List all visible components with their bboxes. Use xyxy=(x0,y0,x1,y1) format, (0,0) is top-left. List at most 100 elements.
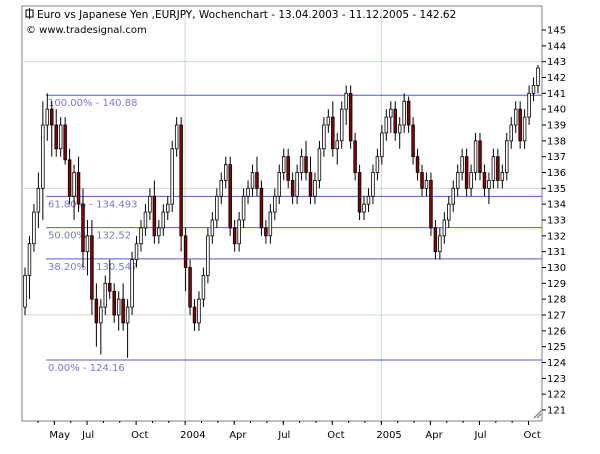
candle-body xyxy=(522,116,527,142)
candle-body xyxy=(125,306,130,324)
candle-body xyxy=(415,156,420,173)
candle xyxy=(509,117,513,149)
x-tick-label: 2004 xyxy=(180,430,205,441)
candle xyxy=(41,101,45,220)
candle xyxy=(464,148,469,197)
candle xyxy=(268,204,273,244)
candle-body xyxy=(161,211,166,229)
candle-body xyxy=(331,116,335,150)
candle-body xyxy=(192,306,197,324)
candle xyxy=(277,164,282,205)
candle-body xyxy=(45,108,50,126)
candle xyxy=(527,85,531,125)
candle xyxy=(299,148,304,181)
y-tick-label: 136 xyxy=(547,168,566,179)
candle xyxy=(121,283,125,331)
candle-body xyxy=(366,195,371,205)
candle xyxy=(192,299,197,331)
candle-body xyxy=(375,156,380,173)
candle xyxy=(188,259,192,315)
x-tick-label: Jul xyxy=(473,430,486,441)
candle xyxy=(224,156,228,189)
candle xyxy=(460,148,464,181)
candle-body xyxy=(76,172,81,205)
y-tick-label: 144 xyxy=(547,41,566,52)
candle-body xyxy=(27,243,32,276)
candle xyxy=(500,164,505,189)
candle-body xyxy=(290,180,295,197)
fibonacci-label: 61.80% - 134.493 xyxy=(48,199,137,210)
candle xyxy=(58,117,63,157)
candle xyxy=(99,299,103,355)
y-axis: 121 122 123 124 125 126 127 128 129 130 131 132 133 1… xyxy=(541,6,566,421)
candle xyxy=(482,164,487,197)
candle-body xyxy=(112,290,116,316)
candle-body xyxy=(536,67,540,86)
candle xyxy=(170,140,174,213)
x-tick-label: Oct xyxy=(327,430,344,441)
candle-body xyxy=(393,108,397,134)
candle-body xyxy=(304,156,308,173)
candle-body xyxy=(219,180,224,197)
x-tick-label: Jul xyxy=(81,430,94,441)
candle-body xyxy=(326,116,331,126)
candle xyxy=(397,117,402,149)
candle xyxy=(157,220,161,244)
candle-body xyxy=(224,164,228,181)
candle-body xyxy=(339,108,344,142)
candle-body xyxy=(264,227,268,237)
candle xyxy=(339,101,344,149)
candle-body xyxy=(143,211,148,229)
x-tick-label: Apr xyxy=(425,430,443,441)
candle-body xyxy=(116,298,121,316)
y-tick-label: 130 xyxy=(547,263,566,274)
candle-body xyxy=(121,298,125,324)
candle xyxy=(148,188,152,220)
candle xyxy=(406,96,411,133)
y-tick-label: 132 xyxy=(547,231,566,242)
candle-body xyxy=(166,203,170,213)
candle xyxy=(380,125,384,165)
y-tick-label: 133 xyxy=(547,216,566,227)
candle-body xyxy=(179,124,183,237)
candle xyxy=(331,101,335,157)
y-tick-label: 122 xyxy=(547,390,566,401)
candle xyxy=(259,180,264,236)
resize-corner-icon[interactable] xyxy=(533,410,542,419)
candle-body xyxy=(487,180,491,189)
candle-body xyxy=(460,156,464,173)
candle-body xyxy=(197,298,201,324)
candle xyxy=(424,172,429,197)
candle-body xyxy=(134,243,139,260)
candle-body xyxy=(406,100,411,126)
candle-body xyxy=(478,140,482,173)
candle xyxy=(438,227,442,260)
candle-body xyxy=(353,140,357,173)
y-tick-label: 129 xyxy=(547,279,566,290)
candle-body xyxy=(286,156,290,181)
x-tick-label: May xyxy=(49,430,70,441)
y-tick-label: 131 xyxy=(547,247,566,258)
candle xyxy=(531,77,536,102)
candle xyxy=(206,227,210,284)
y-tick-label: 121 xyxy=(547,406,566,417)
candle xyxy=(335,132,339,165)
x-tick-label: 2005 xyxy=(376,430,401,441)
candle xyxy=(67,148,72,205)
candle-body xyxy=(94,298,99,324)
candle xyxy=(415,148,420,181)
x-tick-label: Oct xyxy=(524,430,541,441)
candle-body xyxy=(509,124,513,142)
candle xyxy=(23,267,27,315)
candle-body xyxy=(482,172,487,189)
candle-body xyxy=(108,282,112,292)
candle-body xyxy=(215,195,219,221)
candle xyxy=(371,164,375,205)
candle xyxy=(63,117,67,165)
candle-body xyxy=(455,172,460,189)
candle xyxy=(50,101,54,157)
y-tick-label: 127 xyxy=(547,311,566,322)
y-tick-label: 139 xyxy=(547,121,566,132)
candle-body xyxy=(32,211,36,245)
candle-body xyxy=(500,172,505,181)
